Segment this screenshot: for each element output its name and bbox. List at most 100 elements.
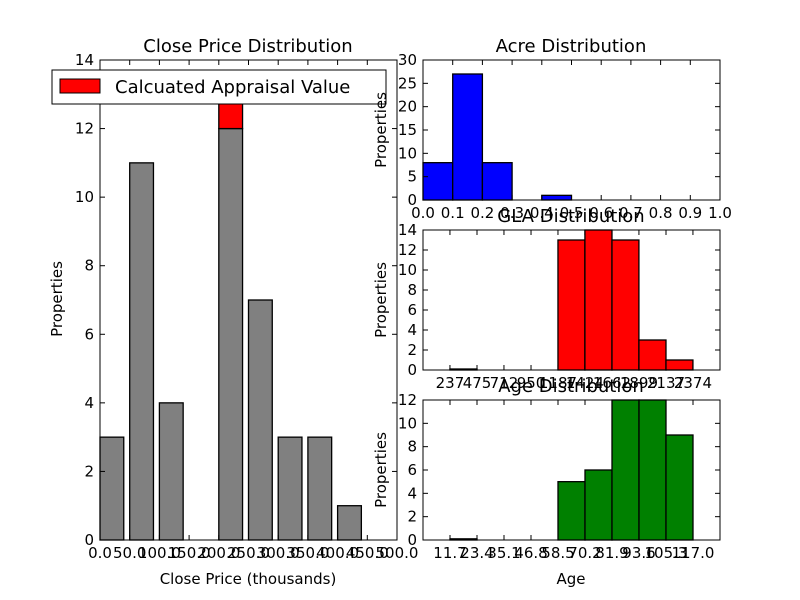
gla-xtick-label: 1899	[620, 374, 658, 392]
acre-xtick-label: 0.4	[530, 204, 554, 222]
acre-bar	[541, 194, 573, 201]
close-price-bar	[247, 299, 273, 541]
gla-ytick-label: 4	[407, 321, 417, 339]
gla-xtick-label: 2137	[647, 374, 685, 392]
gla-xtick-label: 2374	[674, 374, 712, 392]
gla-ytick-label: 10	[398, 261, 417, 279]
age-xtick-label: 46.8	[514, 544, 547, 562]
acre-xtick-label: 0.5	[560, 204, 584, 222]
close-price-bar	[129, 162, 155, 541]
close-price-chart: Close Price Distribution Close Price (th…	[48, 36, 418, 588]
age-ytick-label: 2	[407, 508, 417, 526]
acre-xtick-label: 0.2	[470, 204, 494, 222]
gla-ytick-label: 8	[407, 281, 417, 299]
age-xtick-label: 23.4	[460, 544, 493, 562]
age-xtick-label: 70.2	[568, 544, 601, 562]
age-ytick-label: 0	[407, 531, 417, 549]
close_price-xtick-label: 100.0	[138, 544, 181, 562]
close_price-ytick-label: 10	[75, 188, 94, 206]
acre-ytick-label: 25	[398, 74, 417, 92]
age-xlabel: Age	[556, 570, 585, 588]
acre-xtick-label: 0.6	[589, 204, 613, 222]
gla-bar	[557, 239, 586, 371]
acre-xtick-label: 0.3	[500, 204, 524, 222]
age-ytick-label: 6	[407, 461, 417, 479]
acre-xtick-label: 0.1	[441, 204, 465, 222]
close_price-xtick-label: 0.0	[88, 544, 112, 562]
gla-xtick-label: 475	[463, 374, 492, 392]
close_price-ytick-label: 12	[75, 120, 94, 138]
gla-bar	[665, 359, 694, 371]
gla-xtick-label: 237	[436, 374, 465, 392]
gla-xtick-label: 712	[490, 374, 519, 392]
close_price-ytick-label: 4	[84, 394, 94, 412]
age-ytick-label: 12	[398, 391, 417, 409]
close-price-bar	[158, 402, 184, 541]
age-ytick-label: 8	[407, 438, 417, 456]
age-xtick-label: 58.5	[541, 544, 574, 562]
acre-ylabel: Properties	[372, 92, 390, 168]
gla-axes-frame	[422, 229, 721, 371]
close_price-xtick-label: 250.0	[227, 544, 270, 562]
age-bar	[638, 399, 667, 541]
age-title: Age Distribution	[498, 376, 644, 397]
age-xtick-label: 81.9	[595, 544, 628, 562]
close_price-ytick-label: 14	[75, 51, 94, 69]
close-price-ylabel: Properties	[48, 261, 66, 337]
legend: Calcuated Appraisal Value	[51, 69, 387, 105]
acre-bar	[481, 162, 513, 201]
age-bar	[584, 469, 613, 541]
age-ytick-label: 4	[407, 484, 417, 502]
age-ytick-label: 10	[398, 414, 417, 432]
age-xtick-label: 93.6	[622, 544, 655, 562]
acre-ytick-label: 15	[398, 121, 417, 139]
gla-ytick-label: 6	[407, 301, 417, 319]
acre-bar	[422, 162, 454, 201]
gla-bar	[638, 339, 667, 371]
close-price-bar	[99, 436, 125, 541]
acre-xtick-label: 0.7	[619, 204, 643, 222]
acre-ytick-label: 20	[398, 98, 417, 116]
gla-xtick-label: 1187	[539, 374, 577, 392]
close_price-xtick-label: 350.0	[286, 544, 329, 562]
acre-xtick-label: 0.8	[649, 204, 673, 222]
age-axes-frame	[422, 399, 721, 541]
age-xtick-label: 35.1	[487, 544, 520, 562]
acre-bar	[452, 73, 484, 201]
close_price-xtick-label: 50.0	[113, 544, 146, 562]
gla-xtick-label: 1662	[593, 374, 631, 392]
age-bar	[665, 434, 694, 541]
acre-ytick-label: 30	[398, 51, 417, 69]
legend-swatch	[59, 78, 101, 94]
age-xtick-label: 105.3	[645, 544, 688, 562]
close-price-bar	[336, 505, 363, 541]
acre-chart: Acre Distribution Properties 0.0 0.1 0.2 0.…	[372, 36, 732, 222]
gla-title: GLA Distribution	[497, 206, 644, 227]
close-price-bar	[218, 127, 244, 541]
gla-ylabel: Properties	[372, 262, 390, 338]
age-xtick-label: 117.0	[672, 544, 715, 562]
age-bar	[611, 399, 640, 541]
legend-box	[51, 69, 387, 105]
close_price-ytick-label: 2	[84, 462, 94, 480]
close-price-axes-frame	[99, 59, 398, 541]
close_price-xtick-label: 200.0	[197, 544, 240, 562]
close-price-title: Close Price Distribution	[143, 36, 352, 57]
age-ylabel: Properties	[372, 432, 390, 508]
gla-ytick-label: 14	[398, 221, 417, 239]
close_price-xtick-label: 300.0	[257, 544, 300, 562]
acre-xtick-label: 0.0	[411, 204, 435, 222]
acre-ytick-label: 5	[407, 168, 417, 186]
gla-chart: GLA Distribution Properties 237475712950…	[372, 206, 721, 392]
gla-bar	[611, 239, 640, 371]
close_price-xtick-label: 150.0	[168, 544, 211, 562]
close_price-xtick-label: 400.0	[316, 544, 359, 562]
age-bar	[557, 481, 586, 541]
close_price-ytick-label: 8	[84, 257, 94, 275]
close_price-xtick-label: 450.0	[346, 544, 389, 562]
close-price-xlabel: Close Price (thousands)	[160, 570, 337, 588]
gla-xtick-label: 1424	[566, 374, 604, 392]
gla-xtick-label: 950	[517, 374, 546, 392]
age-chart: Age Distribution Age Properties 11.723.4…	[372, 376, 721, 588]
